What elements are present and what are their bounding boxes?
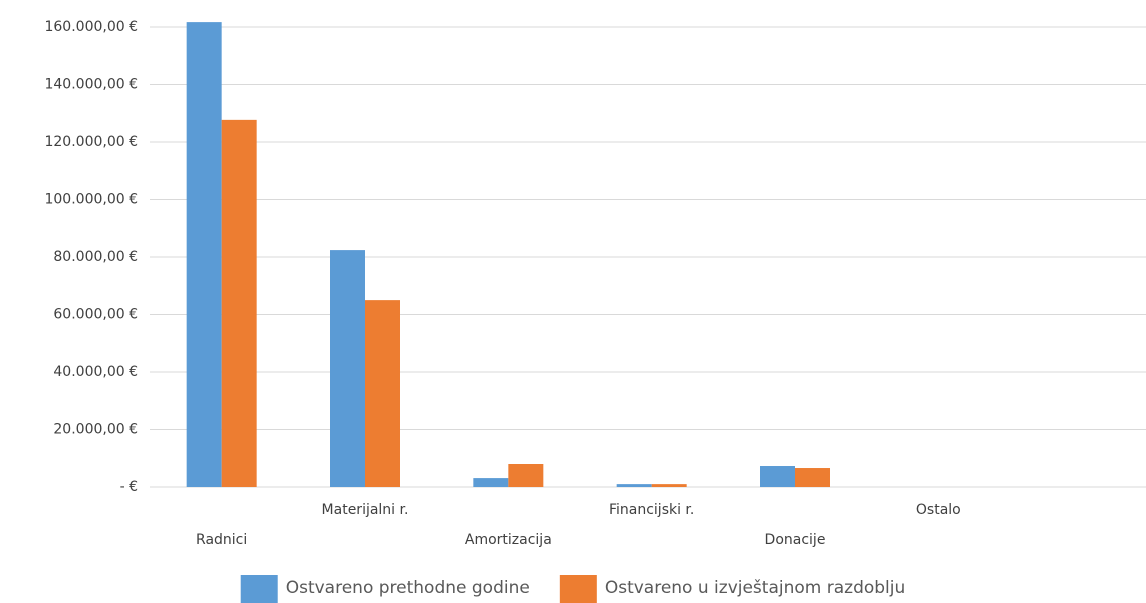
bar (186, 22, 222, 488)
y-tick-label: 120.000,00 € (44, 134, 138, 150)
bar (221, 119, 257, 488)
bar (616, 484, 652, 487)
x-tick-label: Materijalni r. (322, 502, 409, 518)
y-tick-label: 60.000,00 € (53, 307, 138, 323)
x-tick-label: Donacije (765, 532, 826, 548)
legend-label: Ostvareno u izvještajnom razdoblju (605, 578, 905, 598)
legend-swatch (559, 575, 597, 603)
x-tick-label: Radnici (196, 532, 247, 548)
legend-swatch (240, 575, 278, 603)
y-tick-label: 160.000,00 € (44, 19, 138, 35)
bar (330, 250, 365, 487)
x-tick-label: Amortizacija (465, 532, 552, 548)
y-tick-label: 100.000,00 € (44, 192, 138, 208)
bar (473, 478, 509, 487)
bar (365, 300, 400, 487)
x-tick-label: Ostalo (916, 502, 961, 518)
x-tick-label: Financijski r. (609, 502, 694, 518)
bar (795, 468, 830, 487)
y-tick-label: - € (120, 479, 138, 495)
y-tick-label: 20.000,00 € (53, 422, 138, 438)
bar (508, 464, 544, 487)
y-tick-label: 40.000,00 € (53, 364, 138, 380)
bar (651, 484, 687, 487)
bar (760, 466, 795, 487)
y-tick-label: 140.000,00 € (44, 77, 138, 93)
y-tick-label: 80.000,00 € (53, 249, 138, 265)
legend-label: Ostvareno prethodne godine (286, 578, 530, 598)
